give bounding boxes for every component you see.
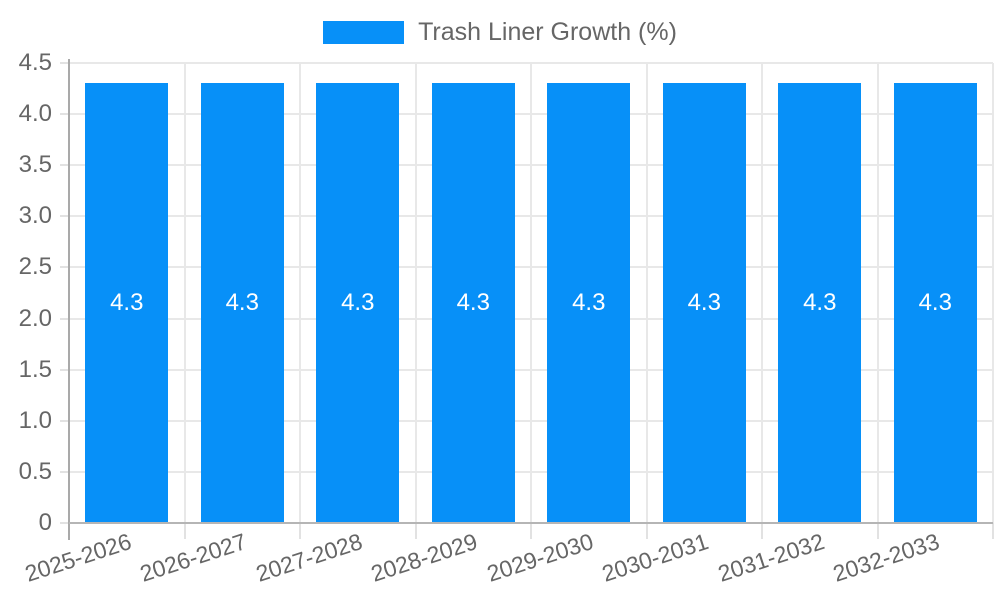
plot-area: 0 0.5 1.0 1.5 2.0 2.5 3.0 3.5 4.0 4.5 4.3 2025-2026… [19,51,994,587]
y-axis-label: 0 [38,509,52,536]
legend: Trash Liner Growth (%) [0,20,1000,45]
bar: 4.3 [85,83,169,522]
bar: 4.3 [431,83,515,522]
y-axis-tick [60,368,68,371]
bar: 4.3 [893,83,977,522]
gridline-vertical [299,63,301,523]
bar: 4.3 [547,83,631,522]
legend-item[interactable]: Trash Liner Growth (%) [323,20,677,45]
y-axis-tick [60,266,68,269]
y-axis-tick [60,522,68,524]
y-axis-tick [60,419,68,422]
y-axis-tick [60,215,68,218]
gridline-vertical [876,63,879,523]
bar: 4.3 [200,83,284,522]
gridline-vertical [992,63,994,523]
x-axis-label: 2026-2027 [137,528,250,587]
y-axis-label: 4.5 [18,49,52,76]
x-axis-tick [645,523,648,539]
y-axis-tick [60,317,68,320]
bar: 4.3 [662,83,746,522]
bar-value-label: 4.3 [918,288,952,316]
x-axis-line [69,522,993,524]
x-axis-tick [183,523,186,539]
x-axis-label: 2027-2028 [252,528,366,587]
x-axis-tick [876,523,879,539]
bar-value-label: 4.3 [456,288,490,316]
y-axis-line [68,59,70,540]
bar: 4.3 [316,83,400,522]
bar-value-label: 4.3 [803,288,837,316]
x-axis-label: 2025-2026 [21,528,135,587]
bar-value-label: 4.3 [687,288,721,316]
y-axis-label: 2.5 [18,253,52,281]
x-axis-label: 2029-2030 [483,528,597,587]
y-axis-tick [60,62,68,64]
legend-label: Trash Liner Growth (%) [418,18,677,46]
gridline-vertical [645,63,648,523]
y-axis-label: 1.0 [18,406,52,434]
y-axis-label: 3.5 [18,151,52,179]
y-axis-label: 0.5 [18,457,52,485]
gridline-vertical [530,63,532,523]
x-axis-tick [299,523,301,539]
gridline-vertical [183,63,186,523]
y-axis-label: 3.0 [18,202,52,230]
x-axis-label: 2032-2033 [830,528,943,587]
x-axis-tick [414,523,417,539]
x-axis-label: 2030-2031 [599,528,712,587]
gridline-vertical [414,63,417,523]
y-axis-tick [60,113,68,116]
x-axis-tick [761,523,763,539]
x-axis-tick [530,523,532,539]
bar-value-label: 4.3 [225,288,259,316]
x-axis-tick [992,523,994,539]
x-axis-label: 2031-2032 [714,528,828,587]
bar: 4.3 [778,83,862,522]
y-axis-tick [60,164,68,167]
gridline-vertical [761,63,763,523]
x-axis-label: 2028-2029 [368,528,481,587]
bar-value-label: 4.3 [110,288,144,316]
legend-swatch-icon [323,21,405,44]
bar-value-label: 4.3 [341,288,375,316]
y-axis-label: 2.0 [18,304,52,332]
y-axis-tick [60,470,68,473]
y-axis-label: 4.0 [18,100,52,128]
bar-value-label: 4.3 [572,288,606,316]
y-axis-label: 1.5 [18,355,52,383]
